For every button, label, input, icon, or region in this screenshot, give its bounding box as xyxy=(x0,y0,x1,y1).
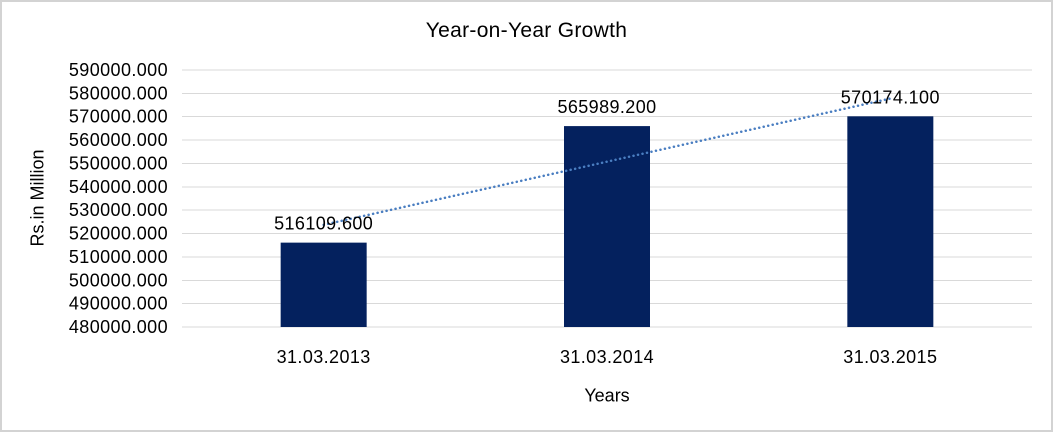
y-tick-label: 530000.000 xyxy=(69,200,168,220)
y-tick-label: 490000.000 xyxy=(69,294,168,314)
y-tick-label: 500000.000 xyxy=(69,270,168,290)
y-tick-label: 510000.000 xyxy=(69,247,168,267)
y-tick-label: 480000.000 xyxy=(69,317,168,337)
y-tick-label: 590000.000 xyxy=(69,60,168,80)
bar-31.03.2013 xyxy=(280,242,367,327)
data-label: 565989.200 xyxy=(557,97,656,117)
y-tick-label: 540000.000 xyxy=(69,177,168,197)
x-tick-label: 31.03.2013 xyxy=(277,347,371,367)
y-tick-label: 560000.000 xyxy=(69,130,168,150)
chart-title: Year-on-Year Growth xyxy=(425,19,628,42)
y-tick-label: 570000.000 xyxy=(69,107,168,127)
data-label: 570174.100 xyxy=(841,87,940,107)
x-tick-label: 31.03.2014 xyxy=(560,347,654,367)
trendline xyxy=(322,97,892,227)
y-tick-label: 520000.000 xyxy=(69,224,168,244)
bar-31.03.2014 xyxy=(564,126,650,327)
data-label: 516109.600 xyxy=(274,214,373,234)
y-axis-title: Rs.in Million xyxy=(27,149,48,247)
y-tick-label: 580000.000 xyxy=(69,83,168,103)
bar-31.03.2015 xyxy=(847,116,934,327)
x-axis-title: Years xyxy=(584,385,630,406)
x-tick-label: 31.03.2015 xyxy=(843,347,937,367)
y-tick-label: 550000.000 xyxy=(69,153,168,173)
